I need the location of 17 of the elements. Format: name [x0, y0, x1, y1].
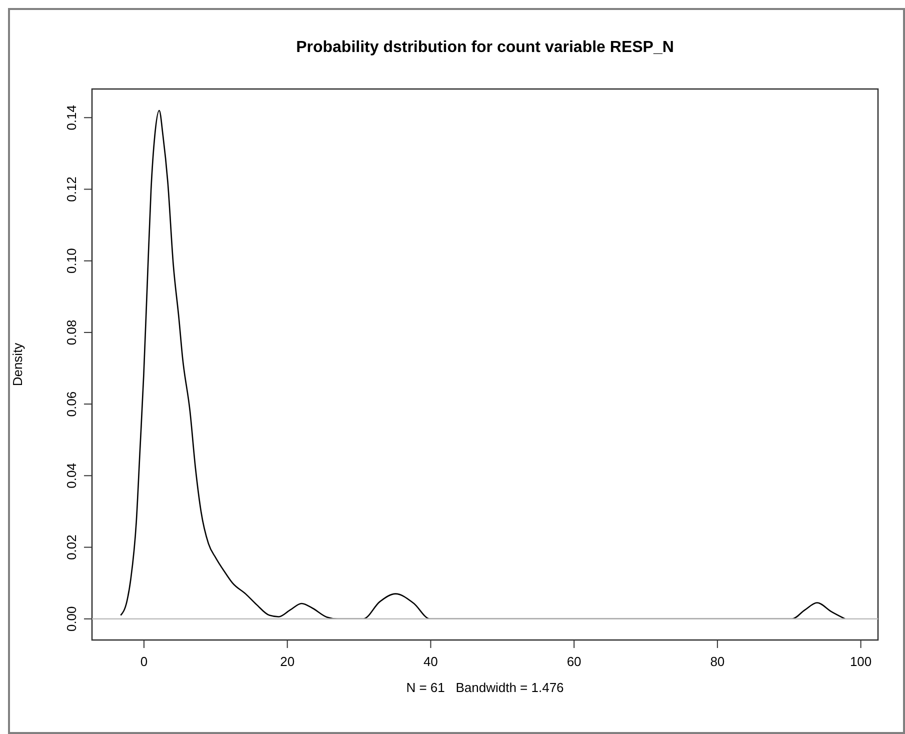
y-axis-title: Density	[10, 342, 25, 386]
x-tick-label: 100	[850, 654, 872, 669]
y-tick-label: 0.06	[64, 391, 79, 417]
x-tick-label: 0	[140, 654, 148, 669]
x-axis-title: N = 61 Bandwidth = 1.476	[406, 680, 564, 695]
y-tick-label: 0.08	[64, 320, 79, 346]
y-tick-label: 0.10	[64, 248, 79, 274]
chart-title: Probability dstribution for count variable RESP_N	[296, 39, 674, 56]
y-tick-label: 0.04	[64, 463, 79, 488]
y-tick-label: 0.14	[64, 104, 79, 130]
y-tick-label: 0.12	[64, 176, 79, 202]
y-tick-label: 0.02	[64, 534, 79, 560]
x-tick-label: 40	[423, 654, 438, 669]
x-tick-label: 20	[280, 654, 295, 669]
y-tick-label: 0.00	[64, 606, 79, 632]
x-tick-label: 60	[566, 654, 582, 669]
x-tick-label: 80	[710, 654, 725, 669]
